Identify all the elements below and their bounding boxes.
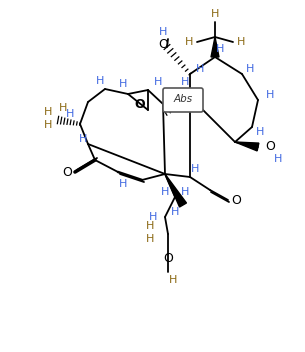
FancyBboxPatch shape bbox=[163, 88, 203, 112]
Text: H: H bbox=[154, 77, 162, 87]
Polygon shape bbox=[211, 37, 219, 57]
Text: H: H bbox=[181, 77, 189, 87]
Text: Abs: Abs bbox=[174, 94, 192, 104]
Text: H: H bbox=[211, 9, 219, 19]
Text: O: O bbox=[163, 252, 173, 265]
Text: H: H bbox=[266, 90, 274, 100]
Text: O: O bbox=[265, 140, 275, 153]
Text: H: H bbox=[185, 37, 193, 47]
Text: H: H bbox=[169, 275, 177, 285]
Text: H: H bbox=[149, 212, 157, 222]
Text: H: H bbox=[216, 44, 224, 54]
Text: H: H bbox=[59, 103, 67, 113]
Text: H: H bbox=[119, 79, 127, 89]
Text: O: O bbox=[62, 165, 72, 178]
Text: H: H bbox=[146, 234, 154, 244]
Text: H: H bbox=[181, 187, 189, 197]
Text: H: H bbox=[146, 221, 154, 231]
Text: H: H bbox=[246, 64, 254, 74]
Text: H: H bbox=[196, 64, 204, 74]
Text: H: H bbox=[274, 154, 282, 164]
Text: O: O bbox=[135, 99, 145, 112]
Text: H: H bbox=[79, 134, 87, 144]
Text: H: H bbox=[44, 107, 52, 117]
Polygon shape bbox=[165, 174, 186, 207]
Text: H: H bbox=[256, 127, 264, 137]
Text: H: H bbox=[161, 187, 169, 197]
Text: H: H bbox=[44, 120, 52, 130]
Text: O: O bbox=[158, 38, 168, 51]
Text: H: H bbox=[237, 37, 245, 47]
Text: H: H bbox=[159, 27, 167, 37]
Text: O: O bbox=[231, 194, 241, 207]
Text: H: H bbox=[119, 179, 127, 189]
Text: H: H bbox=[96, 76, 104, 86]
Polygon shape bbox=[235, 142, 259, 151]
Text: H: H bbox=[191, 164, 199, 174]
Text: H: H bbox=[171, 207, 179, 217]
Text: H: H bbox=[66, 109, 74, 119]
